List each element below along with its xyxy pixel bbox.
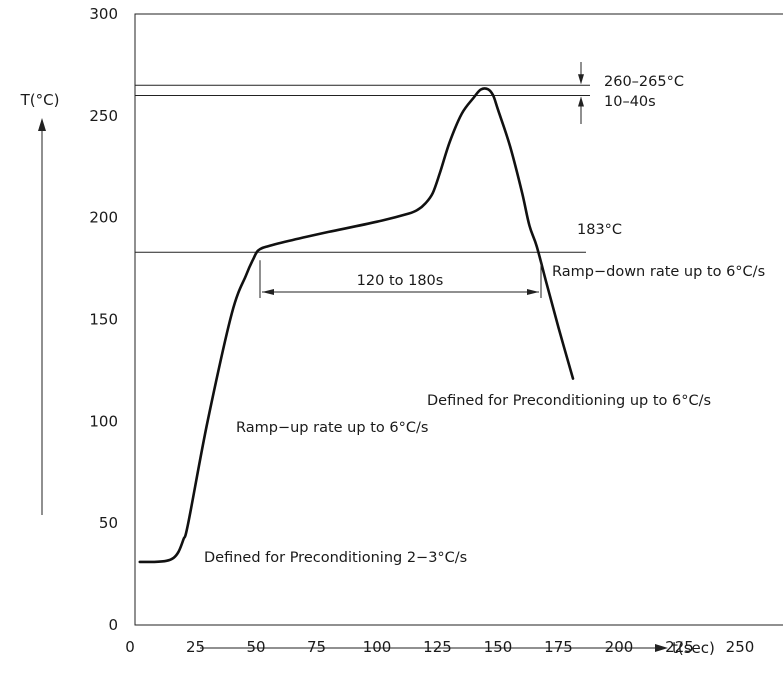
ramp-up-label: Ramp−up rate up to 6°C/s	[236, 420, 428, 436]
time-above-liquidus-label: 120 to 180s	[357, 273, 444, 289]
x-tick-label: 25	[186, 638, 205, 656]
y-tick-label: 50	[99, 514, 118, 532]
x-tick-label: 50	[246, 638, 265, 656]
x-tick-label: 100	[363, 638, 392, 656]
peak-arrow-top-head	[578, 74, 584, 85]
x-tick-label: 175	[544, 638, 573, 656]
x-tick-label: 150	[484, 638, 513, 656]
x-tick-label: 125	[423, 638, 452, 656]
x-axis-arrowhead	[655, 644, 668, 652]
y-tick-label: 0	[108, 616, 118, 634]
x-tick-label: 200	[605, 638, 634, 656]
peak-arrow-bottom-head	[578, 96, 584, 107]
peak-temp-label: 260–265°C	[604, 74, 684, 90]
y-tick-label: 200	[89, 209, 118, 227]
defined-precond-6-label: Defined for Preconditioning up to 6°C/s	[427, 393, 711, 409]
x-tick-label: 225	[665, 638, 694, 656]
x-axis-label: t(sec)	[672, 639, 715, 657]
defined-precond-23-label: Defined for Preconditioning 2−3°C/s	[204, 550, 467, 566]
temperature-profile-line	[138, 87, 575, 564]
peak-time-label: 10–40s	[604, 94, 656, 110]
x-tick-label: 250	[726, 638, 755, 656]
x-tick-label: 0	[125, 638, 135, 656]
y-axis-label: T(°C)	[20, 91, 60, 109]
plot-frame	[134, 13, 783, 626]
y-tick-label: 250	[89, 107, 118, 125]
tal-arrowhead-left	[262, 289, 274, 295]
tal-arrowhead-right	[527, 289, 539, 295]
y-tick-label: 150	[89, 311, 118, 329]
y-tick-label: 100	[89, 412, 118, 430]
liquidus-label: 183°C	[577, 222, 622, 238]
x-tick-label: 75	[307, 638, 326, 656]
y-axis-arrowhead	[38, 118, 46, 131]
y-tick-label: 300	[89, 5, 118, 23]
ramp-down-label: Ramp−down rate up to 6°C/s	[552, 264, 765, 280]
